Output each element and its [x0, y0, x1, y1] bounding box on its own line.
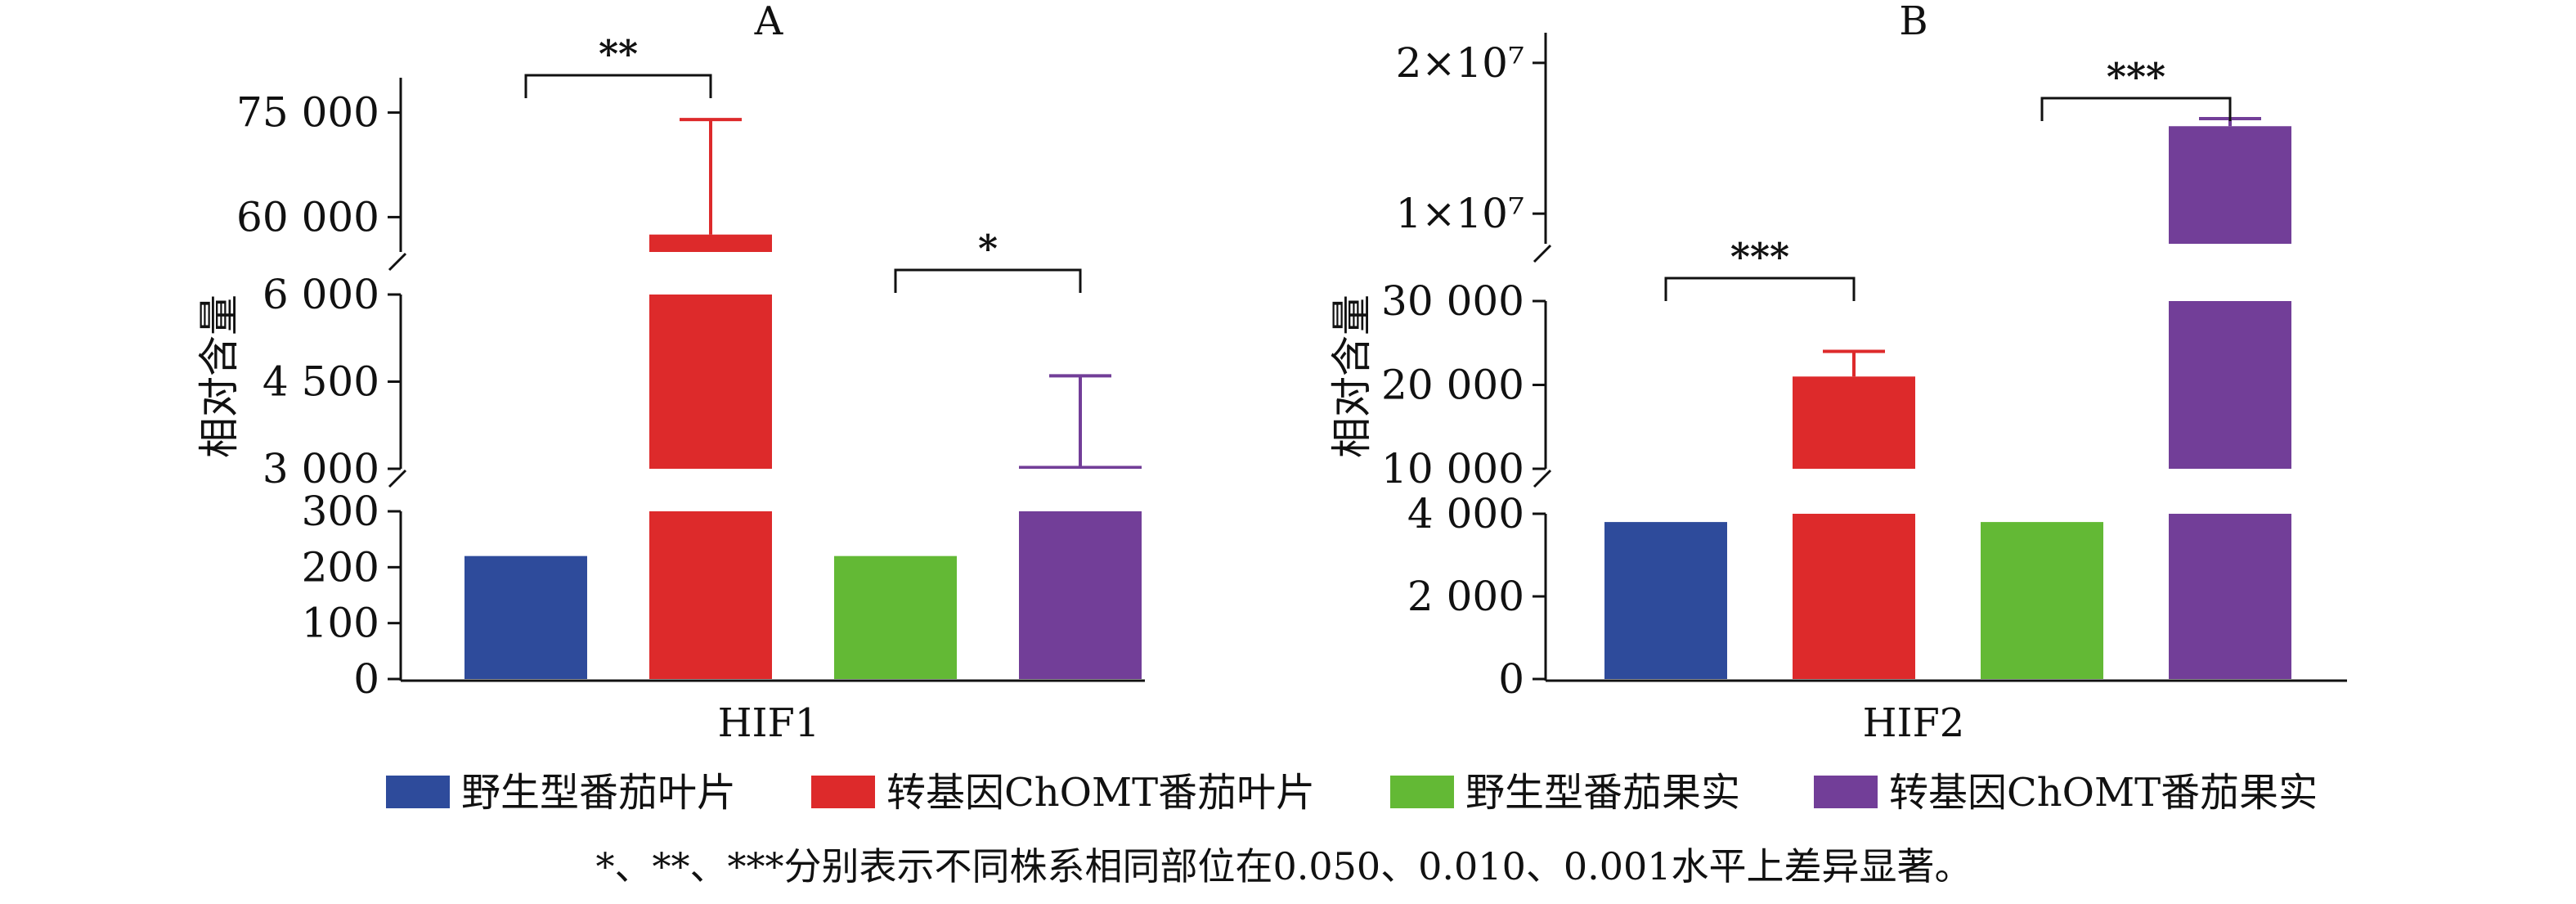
y-tick-label: 30 000	[1381, 277, 1524, 325]
legend-label-1: 野生型番茄叶片	[461, 770, 736, 816]
bar-4-segment	[2169, 301, 2291, 469]
legend-label-3: 野生型番茄果实	[1465, 770, 1740, 816]
y-tick-label: 60 000	[236, 193, 379, 241]
y-tick-label: 2 000	[1407, 573, 1524, 620]
significance-bracket	[524, 74, 712, 98]
y-tick-label: 300	[302, 488, 379, 535]
bar-3	[834, 555, 957, 679]
legend-swatch-2	[811, 776, 875, 808]
bar-1	[464, 555, 587, 679]
legend-swatch-3	[1390, 776, 1454, 808]
bar-4	[2169, 126, 2291, 244]
x-category-label: HIF2	[1863, 700, 1965, 746]
y-tick-label: 6 000	[263, 271, 379, 318]
x-category-label: HIF1	[718, 700, 820, 746]
bar-1	[1604, 522, 1727, 679]
y-tick-label: 3 000	[263, 445, 379, 492]
axis-break-mark	[388, 469, 407, 488]
y-tick-label: 0	[353, 655, 379, 703]
bar-4-segment	[1019, 511, 1142, 679]
y-tick-label: 4 500	[263, 358, 379, 406]
y-tick-label: 75 000	[236, 89, 379, 137]
y-tick-label: 10 000	[1381, 445, 1524, 492]
y-axis-label: 相对含量	[195, 295, 243, 458]
legend: 野生型番茄叶片 转基因ChOMT番茄叶片 野生型番茄果实 转基因ChOMT番茄果实	[386, 770, 2318, 816]
significance-label: ***	[2107, 55, 2165, 99]
significance-label: **	[599, 32, 638, 76]
axis-break-mark	[388, 252, 407, 272]
significance-label: ***	[1730, 235, 1789, 279]
panel-label: B	[1899, 0, 1928, 44]
significance-bracket	[2040, 97, 2232, 121]
y-axis-label: 相对含量	[1328, 295, 1376, 458]
bar-2-segment	[1793, 514, 1915, 679]
bar-4-segment	[2169, 514, 2291, 679]
bar-2-segment	[649, 511, 772, 679]
legend-swatch-1	[386, 776, 450, 808]
y-tick-label: 100	[302, 600, 379, 647]
footnote: *、**、***分别表示不同株系相同部位在0.050、0.010、0.001水平…	[595, 844, 1972, 888]
axis-break-mark	[1533, 469, 1552, 488]
y-tick-label: 200	[302, 543, 379, 591]
y-tick-label: 4 000	[1407, 490, 1524, 537]
bar-2	[1793, 376, 1915, 469]
panel-label: A	[754, 0, 784, 44]
significance-bracket	[894, 268, 1082, 293]
y-tick-label: 2×10⁷	[1396, 39, 1524, 87]
bar-4	[1019, 465, 1142, 469]
significance-label: *	[978, 227, 998, 271]
significance-bracket	[1664, 277, 1856, 301]
bar-3	[1981, 522, 2103, 679]
bar-2-segment	[649, 295, 772, 469]
legend-label-2: 转基因ChOMT番茄叶片	[886, 770, 1315, 816]
y-tick-label: 0	[1498, 655, 1524, 703]
axis-break-mark	[1533, 244, 1552, 263]
bar-2	[649, 234, 772, 252]
y-tick-label: 20 000	[1381, 362, 1524, 409]
legend-label-4: 转基因ChOMT番茄果实	[1889, 770, 2318, 816]
legend-swatch-4	[1814, 776, 1878, 808]
y-tick-label: 1×10⁷	[1396, 190, 1524, 237]
